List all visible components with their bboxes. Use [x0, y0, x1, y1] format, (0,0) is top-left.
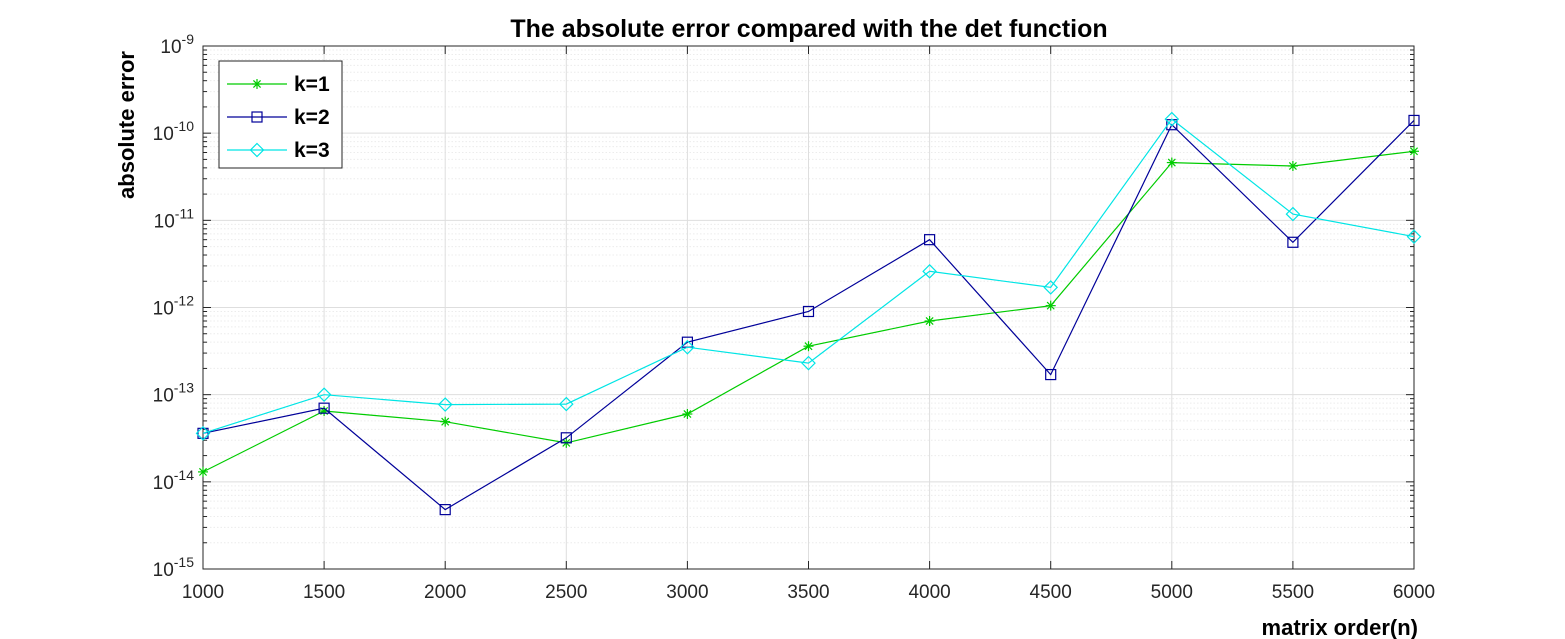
y-tick-label: 10-9	[160, 31, 194, 58]
x-tick-label: 3500	[787, 582, 829, 603]
data-point	[1045, 300, 1056, 311]
x-tick-labels: 1000 1500 2000 2500 3000 3500 4000 4500 5000 5500…	[182, 582, 1435, 603]
x-tick-label: 2000	[424, 582, 466, 603]
series-k-2	[197, 114, 1420, 516]
x-tick-label: 1500	[303, 582, 345, 603]
legend-marker	[249, 142, 265, 158]
y-tick-label: 10-10	[153, 118, 195, 145]
x-tick-label: 5500	[1272, 582, 1314, 603]
x-axis-title: matrix order(n)	[1262, 615, 1418, 639]
x-tick-label: 1000	[182, 582, 224, 603]
x-tick-label: 4500	[1030, 582, 1072, 603]
legend-item: k=1	[227, 73, 330, 96]
data-point	[924, 316, 935, 327]
data-point	[803, 341, 814, 352]
data-point	[1045, 368, 1057, 381]
chart-title: The absolute error compared with the det…	[510, 15, 1107, 43]
legend-label: k=2	[294, 106, 330, 129]
x-tick-label: 2500	[545, 582, 587, 603]
data-point	[558, 396, 574, 412]
legend-marker	[251, 111, 263, 123]
data-point	[1164, 111, 1180, 127]
data-point	[802, 305, 815, 318]
data-point	[197, 427, 209, 439]
data-point	[801, 355, 816, 371]
data-point	[922, 263, 937, 279]
x-tick-label: 4000	[908, 582, 950, 603]
data-point	[440, 416, 451, 427]
data-point	[1287, 161, 1298, 172]
series-line	[202, 119, 1415, 511]
data-point	[1287, 236, 1299, 248]
legend: k=1 k=2 k=3	[218, 60, 343, 169]
legend-label: k=1	[294, 73, 330, 96]
data-point	[198, 466, 208, 477]
data-point	[1043, 280, 1059, 295]
data-point	[680, 339, 695, 355]
y-tick-label: 10-12	[153, 293, 195, 320]
y-tick-labels: 10-15 10-14 10-13 10-12 10-11 10-10 10-9	[153, 31, 195, 581]
y-tick-label: 10-11	[154, 205, 195, 232]
data-point	[1285, 206, 1301, 222]
data-point	[318, 402, 330, 414]
plot-area: 1000 1500 2000 2500 3000 3500 4000 4500 5000 5500…	[153, 31, 1436, 603]
x-tick-label: 3000	[666, 582, 708, 603]
y-axis-title: absolute error	[114, 51, 139, 199]
data-point	[1406, 229, 1422, 244]
data-point	[682, 409, 693, 420]
legend-label: k=3	[294, 139, 330, 162]
data-point	[1409, 146, 1419, 157]
x-tick-label: 6000	[1393, 582, 1435, 603]
y-tick-label: 10-14	[153, 467, 195, 494]
series-line	[202, 118, 1415, 434]
y-tick-label: 10-15	[153, 554, 195, 581]
series-k-3	[195, 111, 1422, 441]
y-tick-label: 10-13	[153, 380, 195, 407]
legend-item: k=2	[227, 106, 330, 129]
ticks	[202, 45, 1415, 570]
data-point	[439, 504, 451, 516]
data-point	[560, 432, 572, 444]
data-point	[1166, 157, 1177, 168]
data-point	[195, 425, 211, 441]
data-point	[1408, 114, 1420, 127]
x-tick-label: 5000	[1151, 582, 1193, 603]
legend-item: k=3	[227, 139, 330, 162]
legend-marker	[252, 79, 262, 89]
data-point	[316, 387, 332, 403]
data-point	[923, 234, 936, 246]
data-point	[437, 397, 453, 412]
